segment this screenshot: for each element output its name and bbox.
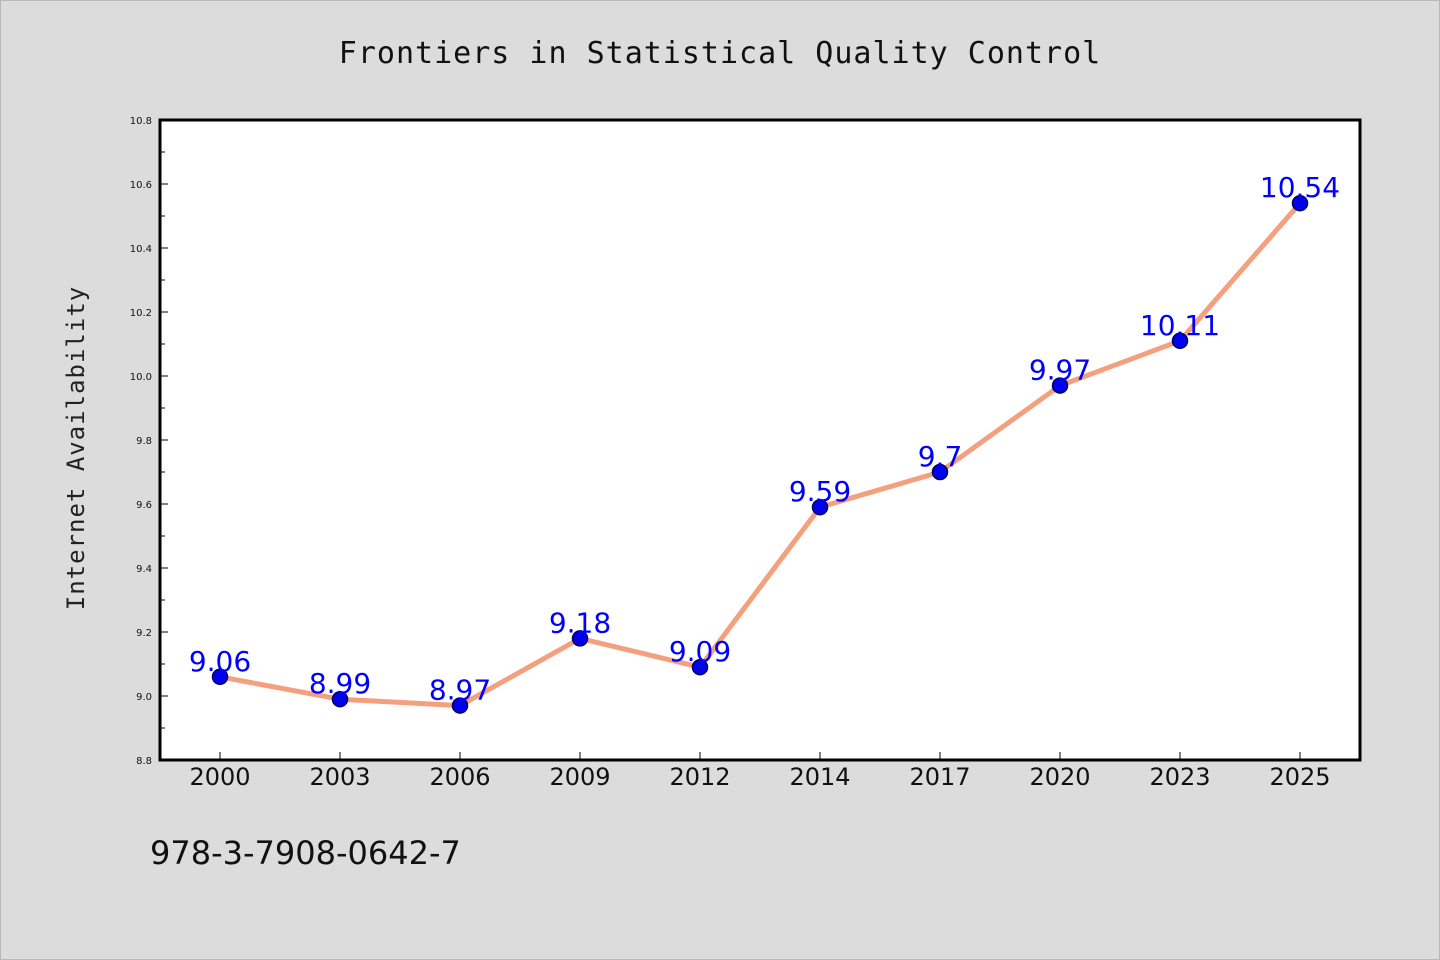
x-axis: 2000 2003 2006 2009 2012 2014 2017 2020 2023 2025 [189, 752, 1331, 791]
data-point-label: 9.7 [918, 440, 963, 473]
chart-title: Frontiers in Statistical Quality Control [339, 36, 1101, 71]
data-point-marker [211, 668, 229, 686]
y-tick-label: 9.4 [136, 564, 152, 575]
data-point-label: 8.99 [309, 667, 371, 700]
y-axis: 8.8 9.0 9.2 9.4 9.6 9.8 10.0 10.2 10.4 10.6 10.8 [130, 116, 168, 767]
x-tick-label: 2009 [549, 763, 610, 791]
y-tick-label: 9.6 [136, 500, 152, 511]
y-tick-label: 10.8 [130, 116, 152, 127]
y-tick-label: 9.2 [136, 628, 152, 639]
x-tick-label: 2006 [429, 763, 490, 791]
x-tick-label: 2025 [1269, 763, 1330, 791]
y-tick-label: 10.6 [130, 180, 152, 191]
x-tick-label: 2017 [909, 763, 970, 791]
y-tick-label: 9.0 [136, 692, 152, 703]
x-tick-label: 2023 [1149, 763, 1210, 791]
data-point-marker [811, 498, 829, 516]
plot-frame [158, 118, 1362, 762]
plot-area [160, 120, 1360, 760]
data-point-label: 8.97 [429, 674, 491, 707]
x-tick-label: 2000 [189, 763, 250, 791]
y-tick-label: 8.8 [136, 756, 152, 767]
data-point-label: 9.59 [789, 475, 851, 508]
data-point-label: 9.09 [669, 635, 731, 668]
y-tick-label: 9.8 [136, 436, 152, 447]
y-tick-label: 10.2 [130, 308, 152, 319]
data-point-marker [571, 630, 589, 647]
y-tick-label: 10.0 [130, 372, 152, 383]
y-axis-label: Internet Availability [62, 286, 90, 610]
data-point-label: 9.06 [189, 645, 251, 678]
x-tick-label: 2003 [309, 763, 370, 791]
data-point-marker [451, 697, 469, 714]
data-point-label: 9.18 [549, 606, 611, 639]
y-tick-label: 10.4 [130, 244, 152, 255]
data-point-marker [1291, 194, 1309, 212]
series-layer: 9.06 8.99 8.97 9.18 9.09 9.59 9.7 9.97 10.11 10.5… [189, 171, 1340, 714]
data-point-marker [931, 463, 949, 481]
data-point-label: 9.97 [1029, 354, 1091, 387]
x-tick-label: 2012 [669, 763, 730, 791]
data-point-marker [691, 658, 709, 676]
data-point-marker [1051, 377, 1069, 394]
isbn-footer: 978-3-7908-0642-7 [150, 834, 461, 872]
x-tick-label: 2014 [789, 763, 850, 791]
data-point-label: 10.11 [1140, 309, 1220, 342]
data-point-marker [331, 690, 349, 708]
x-tick-label: 2020 [1029, 763, 1090, 791]
series-line [217, 200, 1303, 709]
data-point-marker [1171, 332, 1189, 350]
data-point-label: 10.54 [1260, 171, 1340, 204]
